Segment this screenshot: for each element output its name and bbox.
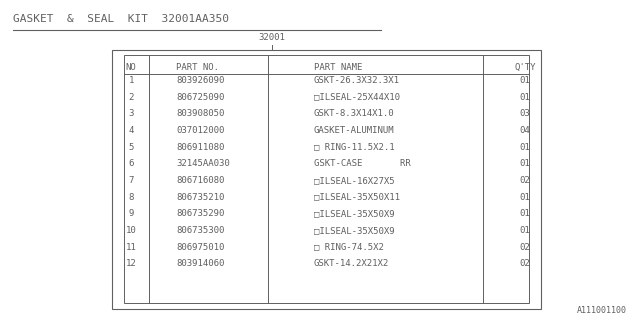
- Text: 806725090: 806725090: [176, 93, 225, 102]
- Text: Q'TY: Q'TY: [514, 63, 536, 72]
- Text: 01: 01: [520, 193, 530, 202]
- Text: □ILSEAL-25X44X10: □ILSEAL-25X44X10: [314, 93, 399, 102]
- Text: 806735210: 806735210: [176, 193, 225, 202]
- Text: 12: 12: [126, 259, 136, 268]
- Text: 9: 9: [129, 209, 134, 218]
- Text: □ RING-11.5X2.1: □ RING-11.5X2.1: [314, 143, 394, 152]
- Text: 3: 3: [129, 109, 134, 118]
- Text: PART NAME: PART NAME: [314, 63, 362, 72]
- Text: 32145AA030: 32145AA030: [176, 159, 230, 168]
- Text: 7: 7: [129, 176, 134, 185]
- Text: 806975010: 806975010: [176, 243, 225, 252]
- Text: 01: 01: [520, 226, 530, 235]
- Text: 2: 2: [129, 93, 134, 102]
- Text: 806735300: 806735300: [176, 226, 225, 235]
- Text: GASKET  &  SEAL  KIT  32001AA350: GASKET & SEAL KIT 32001AA350: [13, 14, 229, 24]
- Text: 03: 03: [520, 109, 530, 118]
- Text: 01: 01: [520, 159, 530, 168]
- Text: 803908050: 803908050: [176, 109, 225, 118]
- Text: 01: 01: [520, 76, 530, 85]
- Text: PART NO.: PART NO.: [176, 63, 219, 72]
- Text: 803914060: 803914060: [176, 259, 225, 268]
- Text: 02: 02: [520, 259, 530, 268]
- Text: GASKET-ALUMINUM: GASKET-ALUMINUM: [314, 126, 394, 135]
- Text: □ILSEAL-35X50X9: □ILSEAL-35X50X9: [314, 226, 394, 235]
- Text: 806911080: 806911080: [176, 143, 225, 152]
- Text: GSKT-8.3X14X1.0: GSKT-8.3X14X1.0: [314, 109, 394, 118]
- Text: 037012000: 037012000: [176, 126, 225, 135]
- Text: 806716080: 806716080: [176, 176, 225, 185]
- Text: GSKT-14.2X21X2: GSKT-14.2X21X2: [314, 259, 389, 268]
- Text: □ RING-74.5X2: □ RING-74.5X2: [314, 243, 383, 252]
- Text: A111001100: A111001100: [577, 306, 627, 315]
- Text: GSKT-26.3X32.3X1: GSKT-26.3X32.3X1: [314, 76, 399, 85]
- Text: 10: 10: [126, 226, 136, 235]
- Text: 02: 02: [520, 176, 530, 185]
- Bar: [124, 55, 529, 303]
- Text: NO: NO: [126, 63, 136, 72]
- Text: 806735290: 806735290: [176, 209, 225, 218]
- Text: 01: 01: [520, 93, 530, 102]
- Text: GSKT-CASE       RR: GSKT-CASE RR: [314, 159, 410, 168]
- Bar: [112, 50, 541, 309]
- Text: 4: 4: [129, 126, 134, 135]
- Text: 8: 8: [129, 193, 134, 202]
- Text: □ILSEAL-35X50X11: □ILSEAL-35X50X11: [314, 193, 399, 202]
- Text: 6: 6: [129, 159, 134, 168]
- Text: 1: 1: [129, 76, 134, 85]
- Text: 01: 01: [520, 143, 530, 152]
- Text: 5: 5: [129, 143, 134, 152]
- Text: 01: 01: [520, 209, 530, 218]
- Text: □ILSEAL-16X27X5: □ILSEAL-16X27X5: [314, 176, 394, 185]
- Text: 32001: 32001: [259, 33, 285, 42]
- Text: □ILSEAL-35X50X9: □ILSEAL-35X50X9: [314, 209, 394, 218]
- Text: 04: 04: [520, 126, 530, 135]
- Text: 02: 02: [520, 243, 530, 252]
- Text: 803926090: 803926090: [176, 76, 225, 85]
- Text: 11: 11: [126, 243, 136, 252]
